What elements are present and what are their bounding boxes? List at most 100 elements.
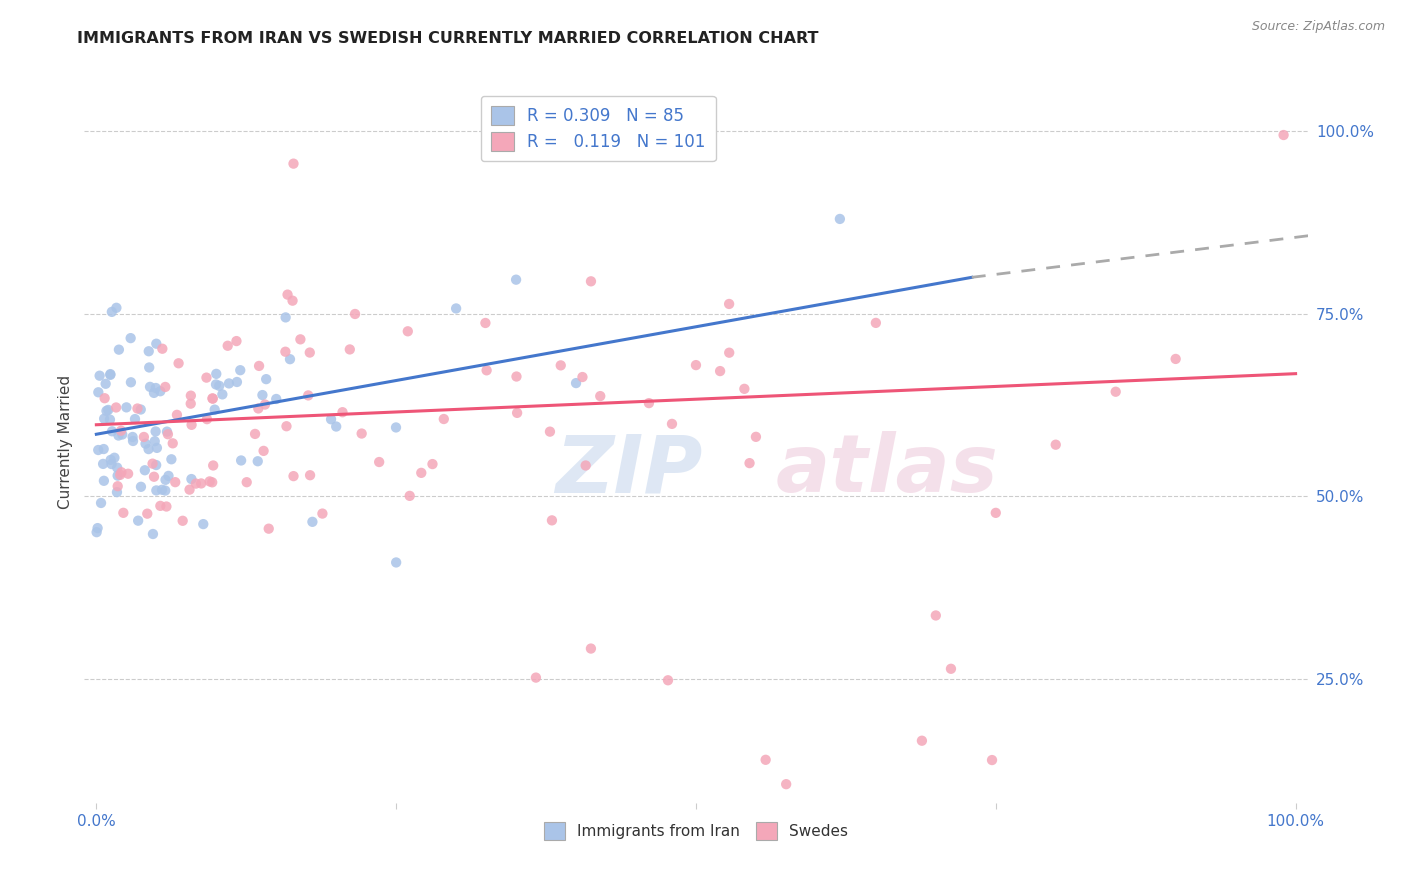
Point — [166, 408, 188, 422]
Point — [138, 344, 160, 359]
Point — [135, 436, 157, 450]
Point — [167, 356, 190, 370]
Point — [565, 376, 588, 390]
Point — [638, 396, 661, 410]
Point — [132, 430, 155, 444]
Y-axis label: Currently Married: Currently Married — [58, 375, 73, 508]
Point — [339, 343, 361, 357]
Point — [1272, 128, 1295, 142]
Point — [225, 334, 247, 348]
Point — [136, 507, 159, 521]
Point — [179, 483, 201, 497]
Point — [98, 412, 121, 426]
Point — [150, 483, 173, 497]
Point — [396, 324, 419, 338]
Point — [274, 344, 297, 359]
Point — [149, 384, 172, 399]
Point — [299, 468, 322, 483]
Point — [475, 363, 498, 377]
Point — [350, 426, 373, 441]
Point — [828, 211, 851, 226]
Point — [142, 527, 165, 541]
Point — [385, 420, 408, 434]
Point — [325, 419, 347, 434]
Point — [142, 457, 165, 471]
Point — [93, 411, 115, 425]
Point — [129, 402, 152, 417]
Point — [105, 485, 128, 500]
Text: atlas: atlas — [776, 432, 998, 509]
Point — [91, 457, 114, 471]
Point — [89, 368, 111, 383]
Point — [276, 419, 298, 434]
Point — [201, 392, 224, 406]
Point — [149, 499, 172, 513]
Point — [129, 480, 152, 494]
Point — [165, 475, 187, 490]
Point — [1164, 351, 1187, 366]
Point — [101, 305, 124, 319]
Point — [145, 425, 167, 439]
Point — [775, 777, 797, 791]
Point — [87, 385, 110, 400]
Point — [368, 455, 391, 469]
Point — [311, 507, 333, 521]
Point — [156, 425, 179, 439]
Point — [579, 641, 602, 656]
Point — [202, 458, 225, 473]
Point — [100, 453, 122, 467]
Point — [98, 367, 121, 381]
Point — [301, 515, 323, 529]
Point — [115, 401, 138, 415]
Point — [100, 457, 122, 471]
Point — [150, 342, 173, 356]
Point — [278, 352, 301, 367]
Point — [411, 466, 433, 480]
Point — [122, 434, 145, 448]
Point — [319, 412, 342, 426]
Point — [127, 514, 149, 528]
Point — [93, 442, 115, 456]
Point — [117, 467, 139, 481]
Point — [398, 489, 420, 503]
Point — [538, 425, 561, 439]
Point — [925, 608, 948, 623]
Point — [755, 753, 778, 767]
Point — [108, 343, 131, 357]
Point — [211, 387, 233, 401]
Point — [205, 377, 228, 392]
Point — [124, 412, 146, 426]
Point — [247, 401, 270, 416]
Point — [195, 370, 218, 384]
Point — [195, 412, 218, 426]
Point — [112, 506, 135, 520]
Point — [96, 404, 118, 418]
Point — [204, 402, 226, 417]
Point — [155, 473, 177, 487]
Point — [86, 521, 108, 535]
Point — [277, 287, 299, 301]
Point — [110, 424, 132, 438]
Point — [550, 359, 572, 373]
Point — [541, 513, 564, 527]
Point — [385, 556, 408, 570]
Point — [709, 364, 731, 378]
Point — [235, 475, 257, 490]
Point — [865, 316, 887, 330]
Point — [733, 382, 755, 396]
Point — [93, 391, 115, 405]
Point — [107, 479, 129, 493]
Point — [229, 453, 252, 467]
Point — [1105, 384, 1128, 399]
Point — [257, 522, 280, 536]
Point — [145, 381, 167, 395]
Point — [344, 307, 367, 321]
Point — [205, 367, 228, 381]
Point — [139, 380, 162, 394]
Point — [155, 483, 177, 498]
Point — [218, 376, 240, 391]
Point — [575, 458, 598, 473]
Point — [180, 472, 202, 486]
Point — [105, 460, 128, 475]
Point — [571, 370, 593, 384]
